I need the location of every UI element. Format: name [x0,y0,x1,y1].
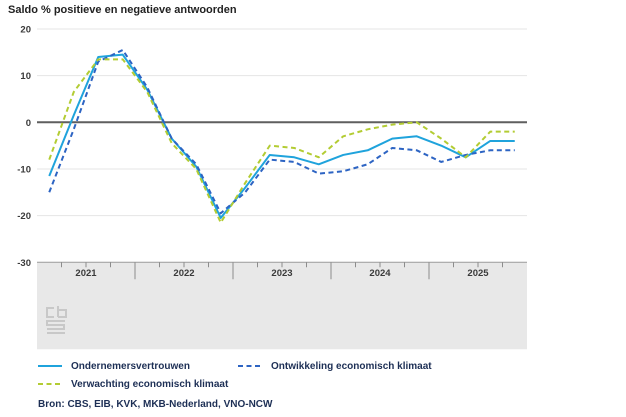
chart-title: Saldo % positieve en negatieve antwoorde… [8,4,237,16]
series-line-verwachting-economisch-klimaat[interactable] [48,58,515,224]
legend-item-ontwikkeling-economisch-klimaat: Ontwikkeling economisch klimaat [238,360,432,372]
y-axis-tick-label: 10 [20,71,31,82]
x-axis-year-label: 2023 [271,268,292,279]
legend-swatch-dashed-line [38,383,62,385]
x-axis-year-label: 2021 [75,268,97,279]
legend-item-ondernemersvertrouwen: Ondernemersvertrouwen [38,360,190,372]
y-axis-tick-label: 20 [20,25,31,36]
series-line-ontwikkeling-economisch-klimaat[interactable] [48,48,515,215]
x-axis-year-label: 2022 [173,268,194,279]
legend-label: Ondernemersvertrouwen [71,360,190,372]
source-note: Bron: CBS, EIB, KVK, MKB-Nederland, VNO-… [38,399,273,410]
cbs-logo-icon [46,306,67,334]
y-axis-tick-label: -10 [17,164,31,175]
line-chart-canvas[interactable]: 20 10 0 -10 -20 -30 2021 2022 2023 2024 2025 [0,0,626,352]
y-axis-tick-label: -30 [17,258,31,269]
legend-item-verwachting-economisch-klimaat: Verwachting economisch klimaat [38,378,228,390]
legend-swatch-dashed-line [238,365,262,367]
legend-label: Verwachting economisch klimaat [71,378,229,390]
y-axis-tick-label: 0 [26,118,31,129]
legend-swatch-solid-line [38,365,62,367]
x-axis-year-label: 2024 [369,268,391,279]
legend-label: Ontwikkeling economisch klimaat [271,360,432,372]
x-axis-year-label: 2025 [467,268,489,279]
series-line-ondernemersvertrouwen[interactable] [48,53,515,219]
y-axis-tick-label: -20 [17,211,31,222]
x-axis-band [37,262,527,350]
